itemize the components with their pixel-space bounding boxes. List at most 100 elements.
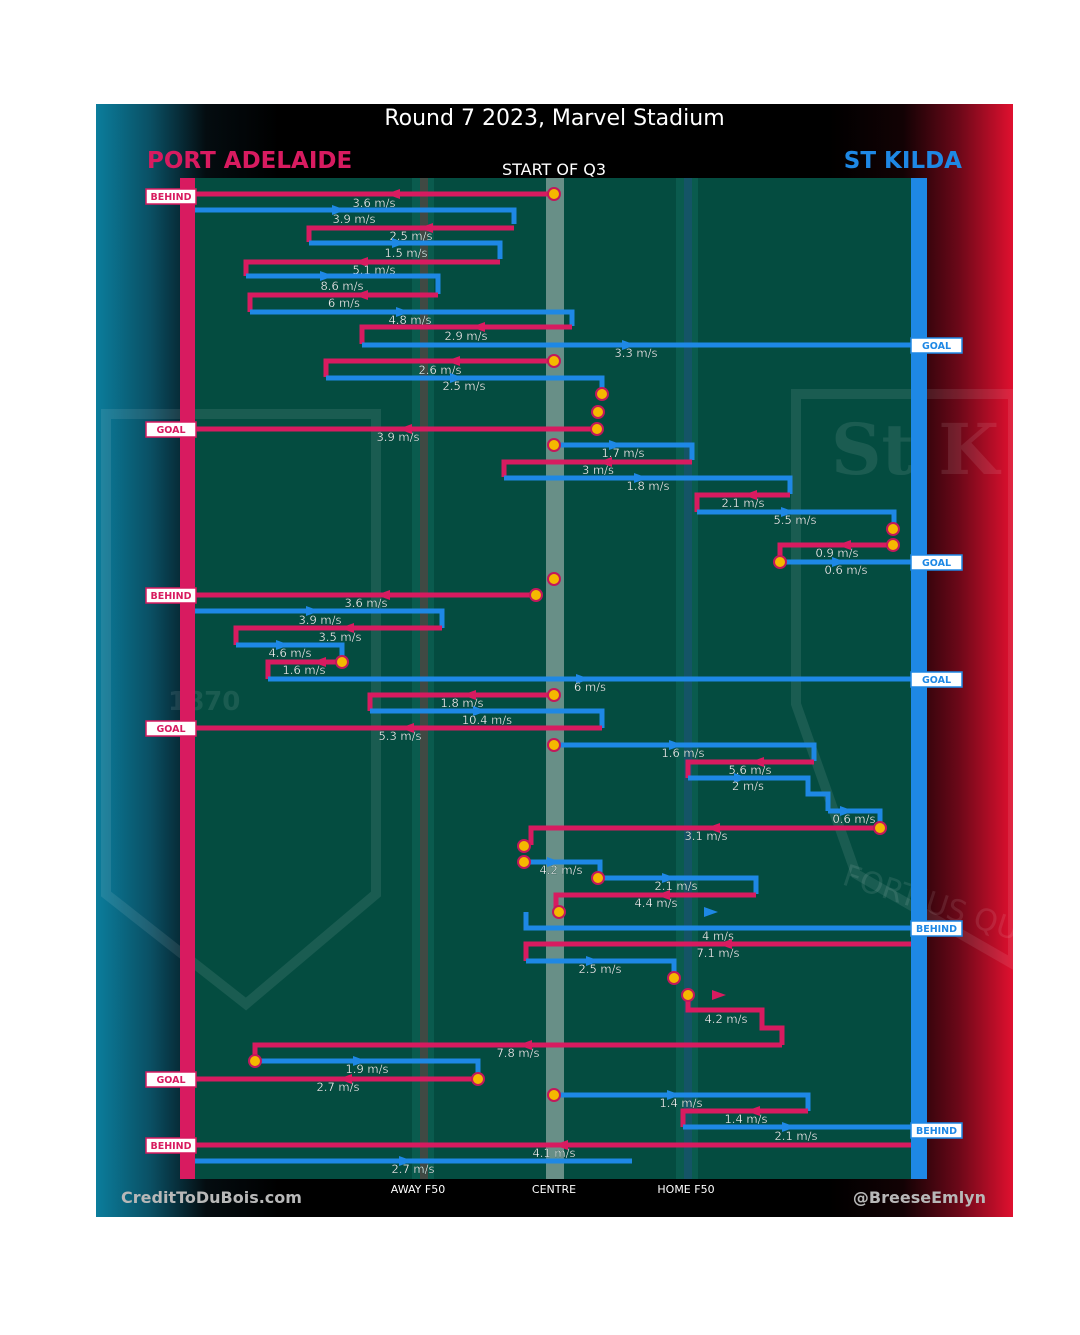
chain-4: 1.5 m/s: [309, 238, 503, 260]
speed-label: 0.9 m/s: [815, 546, 858, 560]
score-box-bg: [910, 671, 963, 688]
chain-14: 1.7 m/s: [554, 440, 695, 460]
speed-label: 8.6 m/s: [320, 279, 363, 293]
direction-arrow: [399, 1156, 413, 1166]
direction-arrow: [518, 1040, 532, 1050]
speed-label: 4 m/s: [702, 929, 734, 943]
chain-33: 0.6 m/s: [828, 806, 883, 826]
stoppage-marker: [886, 538, 900, 552]
score-box-bg: [910, 1122, 963, 1139]
stoppage-marker: [547, 1088, 561, 1102]
speed-label: 2 m/s: [732, 779, 764, 793]
score-box-label: BEHIND: [916, 924, 957, 935]
direction-arrow: [340, 623, 354, 633]
stoppage-marker: [517, 839, 531, 853]
score-box-label: BEHIND: [150, 591, 191, 602]
chain-43: 1.9 m/s: [255, 1056, 481, 1077]
direction-arrow: [622, 340, 636, 350]
chain-47: 2.1 m/s: [683, 1122, 911, 1143]
direction-arrow: [781, 507, 795, 517]
direction-arrow: [354, 257, 368, 267]
score-box-label: GOAL: [922, 558, 951, 569]
chain-25: 1.6 m/s: [265, 657, 342, 679]
chain-path: [523, 912, 911, 931]
speed-label: 4.8 m/s: [388, 313, 431, 327]
chain-path: [688, 775, 831, 811]
chain-path: [367, 692, 554, 711]
direction-arrow: [446, 356, 460, 366]
score-box-label: GOAL: [156, 1075, 185, 1086]
chain-8: 4.8 m/s: [250, 307, 575, 327]
stoppage-marker: [552, 905, 566, 919]
chain-path: [195, 207, 517, 224]
direction-arrow: [743, 490, 757, 500]
score-box-bg: [145, 1071, 197, 1088]
chain-path: [255, 1058, 481, 1077]
speed-label: 1.8 m/s: [626, 479, 669, 493]
direction-arrow: [840, 806, 854, 816]
score-box-behind: BEHIND: [910, 920, 963, 937]
score-box-goal: GOAL: [910, 554, 963, 571]
direction-arrow: [419, 223, 433, 233]
speed-label: 10.4 m/s: [462, 713, 512, 727]
logo-year-text: 1870: [168, 687, 240, 717]
speed-label: 2.1 m/s: [721, 496, 764, 510]
speed-label: 3.5 m/s: [318, 630, 361, 644]
score-box-label: BEHIND: [150, 1141, 191, 1152]
direction-arrow: [450, 373, 464, 383]
x-tick-label: CENTRE: [532, 1183, 576, 1196]
direction-arrow: [712, 990, 726, 1000]
direction-arrow: [656, 890, 670, 900]
direction-arrow: [669, 740, 683, 750]
stoppage-marker: [667, 971, 681, 985]
chain-path: [554, 742, 817, 761]
speed-label: 4.1 m/s: [532, 1146, 575, 1160]
direction-arrow: [554, 1140, 568, 1150]
port-goal-post: [180, 178, 195, 1179]
speed-label: 4.6 m/s: [268, 646, 311, 660]
speed-label: 5.3 m/s: [378, 729, 421, 743]
chain-path: [309, 240, 503, 259]
score-box-label: GOAL: [922, 675, 951, 686]
stoppage-marker: [591, 871, 605, 885]
stoppage-marker: [590, 422, 604, 436]
direction-arrow: [376, 590, 390, 600]
direction-arrow: [718, 939, 732, 949]
direction-arrow: [320, 271, 334, 281]
stoppage-marker: [471, 1072, 485, 1086]
direction-arrow: [398, 424, 412, 434]
speed-label: 2.7 m/s: [316, 1080, 359, 1094]
direction-arrow: [276, 640, 290, 650]
chain-34: 3.1 m/s: [528, 823, 880, 845]
chain-17: 2.1 m/s: [694, 490, 790, 512]
stoppage-marker: [529, 588, 543, 602]
speed-label: 2.7 m/s: [391, 1162, 434, 1176]
period-label: START OF Q3: [501, 160, 607, 179]
chain-7: 6 m/s: [247, 290, 438, 312]
chain-39: 7.1 m/s: [523, 939, 911, 961]
chain-path: [306, 225, 514, 242]
chain-6: 8.6 m/s: [246, 271, 441, 294]
score-box-behind: BEHIND: [145, 587, 197, 604]
speed-label: 4.2 m/s: [704, 1012, 747, 1026]
speed-label: 5.5 m/s: [773, 513, 816, 527]
speed-label: 2.9 m/s: [444, 329, 487, 343]
score-box-label: BEHIND: [916, 1126, 957, 1137]
chain-27: 1.8 m/s: [367, 690, 554, 711]
score-box-behind: BEHIND: [145, 188, 197, 205]
speed-label: 3.9 m/s: [298, 613, 341, 627]
score-box-bg: [145, 188, 197, 205]
chart-title: Round 7 2023, Marvel Stadium: [384, 106, 725, 131]
chain-3: 2.5 m/s: [306, 223, 514, 243]
score-box-label: BEHIND: [150, 192, 191, 203]
speed-label: 2.1 m/s: [654, 879, 697, 893]
stoppage-marker: [873, 821, 887, 835]
speed-label: 4.4 m/s: [634, 896, 677, 910]
stoppage-marker: [248, 1054, 262, 1068]
chain-path: [554, 1092, 811, 1111]
score-box-bg: [145, 720, 197, 737]
stoppage-marker: [547, 187, 561, 201]
chain-16: 1.8 m/s: [504, 473, 793, 494]
speed-label: 1.4 m/s: [659, 1096, 702, 1110]
direction-arrow: [750, 757, 764, 767]
